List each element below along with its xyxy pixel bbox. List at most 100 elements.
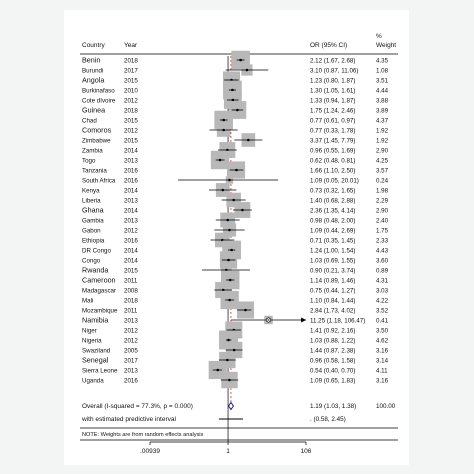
study-weight: 4.22 bbox=[376, 297, 389, 304]
study-year: 2014 bbox=[124, 147, 138, 154]
study-weight: 2.40 bbox=[376, 217, 389, 224]
forest-plot: Country Year OR (95% CI) % Weight Benin 2… bbox=[80, 33, 398, 455]
study-weight: 3.60 bbox=[376, 257, 389, 264]
study-year: 2015 bbox=[124, 267, 138, 274]
study-country: Mozambique bbox=[82, 307, 118, 314]
study-year: 2012 bbox=[124, 127, 138, 134]
study-row: South Africa 2016 1.09 (0.05, 20.01) 0.24 bbox=[82, 176, 389, 184]
study-weight: 1.92 bbox=[376, 127, 389, 134]
study-or-text: 1.09 (0.05, 20.01) bbox=[310, 177, 359, 184]
study-row: Zimbabwe 2015 3.37 (1.45, 7.79) 1.92 bbox=[82, 133, 389, 147]
x-axis: .00939 1 106 bbox=[140, 441, 312, 455]
study-year: 2018 bbox=[124, 297, 138, 304]
point-estimate bbox=[228, 178, 231, 182]
study-country: Swaziland bbox=[82, 347, 111, 354]
study-row: Mali 2018 1.10 (0.84, 1.44) 4.22 bbox=[82, 290, 389, 310]
study-or-text: 3.37 (1.45, 7.79) bbox=[310, 137, 355, 144]
study-weight: 1.75 bbox=[376, 227, 389, 234]
study-country: Burundi bbox=[82, 67, 103, 74]
study-year: 2008 bbox=[124, 287, 138, 294]
study-year: 2013 bbox=[124, 217, 138, 224]
study-country: Tanzania bbox=[82, 167, 107, 174]
study-or-text: 1.03 (0.69, 1.55) bbox=[310, 257, 355, 264]
study-year: 2014 bbox=[124, 207, 138, 214]
study-year: 2017 bbox=[124, 67, 138, 74]
study-country: Liberia bbox=[82, 197, 101, 204]
point-estimate bbox=[228, 378, 231, 382]
weights-note: NOTE: Weights are from random effects an… bbox=[82, 432, 204, 438]
study-weight: 4.44 bbox=[376, 87, 389, 94]
point-estimate bbox=[228, 278, 232, 282]
study-year: 2016 bbox=[124, 177, 138, 184]
study-country: Zambia bbox=[82, 147, 103, 154]
study-country: Namibia bbox=[82, 315, 108, 324]
study-row: Namibia 2013 11.25 (1.18, 106.47) 0.41 bbox=[82, 315, 389, 324]
overall-weight: 100.00 bbox=[376, 403, 396, 410]
study-year: 2011 bbox=[124, 307, 138, 314]
study-country: Uganda bbox=[82, 377, 104, 384]
study-or-text: 0.96 (0.58, 1.58) bbox=[310, 357, 355, 364]
study-or-text: 11.25 (1.18, 106.47) bbox=[310, 317, 365, 324]
study-or-text: 1.14 (0.89, 1.46) bbox=[310, 277, 355, 284]
study-country: Chad bbox=[82, 117, 97, 124]
study-year: 2015 bbox=[124, 117, 138, 124]
study-country: Gabon bbox=[82, 227, 101, 234]
study-weight: 0.41 bbox=[376, 317, 389, 324]
study-year: 2012 bbox=[124, 337, 138, 344]
study-year: 2014 bbox=[124, 247, 138, 254]
study-country: Cote dIvoire bbox=[82, 97, 116, 104]
study-row: Ghana 2014 2.36 (1.35, 4.14) 2.90 bbox=[82, 202, 389, 218]
study-country: Nigeria bbox=[82, 337, 102, 344]
study-country: Mali bbox=[82, 297, 93, 304]
study-country: Cameroon bbox=[82, 275, 116, 284]
study-weight: 2.90 bbox=[376, 207, 389, 214]
study-country: Ghana bbox=[82, 205, 104, 214]
study-weight: 4.43 bbox=[376, 247, 389, 254]
study-year: 2013 bbox=[124, 157, 138, 164]
point-estimate-cross bbox=[266, 318, 271, 322]
point-estimate bbox=[247, 138, 250, 142]
study-row: Uganda 2016 1.09 (0.65, 1.83) 3.16 bbox=[82, 371, 389, 389]
study-or-text: 2.36 (1.35, 4.14) bbox=[310, 207, 355, 214]
study-weight: 2.29 bbox=[376, 197, 389, 204]
ci-arrow bbox=[301, 317, 307, 323]
study-row: Kenya 2014 0.73 (0.32, 1.65) 1.98 bbox=[82, 183, 389, 197]
point-estimate bbox=[222, 118, 225, 122]
study-weight: 4.11 bbox=[376, 367, 388, 374]
point-estimate bbox=[226, 148, 229, 152]
study-country: Congo bbox=[82, 257, 101, 264]
table-header: Country Year OR (95% CI) % Weight bbox=[82, 33, 396, 49]
point-estimate bbox=[239, 58, 242, 62]
study-country: Rwanda bbox=[82, 265, 108, 274]
overall-diamond bbox=[227, 401, 235, 411]
study-weight: 3.88 bbox=[376, 97, 389, 104]
study-country: Angola bbox=[82, 75, 104, 84]
study-year: 2016 bbox=[124, 167, 138, 174]
study-or-text: 1.33 (0.94, 1.87) bbox=[310, 97, 355, 104]
study-year: 2012 bbox=[124, 327, 138, 334]
x-tick-label: 1 bbox=[226, 448, 230, 455]
study-row: Congo 2014 1.03 (0.69, 1.55) 3.60 bbox=[82, 251, 389, 269]
point-estimate bbox=[235, 168, 238, 172]
study-or-text: 0.90 (0.21, 3.74) bbox=[310, 267, 355, 274]
point-estimate bbox=[228, 298, 231, 302]
study-year: 2011 bbox=[124, 277, 138, 284]
study-weight: 0.24 bbox=[376, 177, 389, 184]
point-estimate bbox=[241, 208, 244, 212]
study-weight: 2.90 bbox=[376, 147, 389, 154]
overall-or-text: 1.19 (1.03, 1.38) bbox=[310, 403, 356, 410]
point-estimate bbox=[221, 238, 224, 242]
point-estimate bbox=[218, 158, 222, 162]
point-estimate bbox=[231, 88, 234, 92]
predictive-label: with estimated predictive interval bbox=[81, 416, 176, 423]
study-year: 2018 bbox=[124, 107, 138, 114]
summary-rows: Overall (I-squared = 77.3%, p = 0.000) 1… bbox=[81, 403, 396, 423]
study-or-text: 1.10 (0.84, 1.44) bbox=[310, 297, 355, 304]
predictive-or-text: . (0.58, 2.45) bbox=[310, 416, 346, 423]
study-row: Zambia 2014 0.96 (0.55, 1.69) 2.90 bbox=[82, 142, 389, 158]
study-year: 2013 bbox=[124, 367, 138, 374]
study-or-text: 0.98 (0.48, 2.00) bbox=[310, 217, 355, 224]
study-or-text: 1.40 (0.68, 2.88) bbox=[310, 197, 355, 204]
study-year: 2013 bbox=[124, 197, 138, 204]
header-year: Year bbox=[124, 42, 138, 49]
